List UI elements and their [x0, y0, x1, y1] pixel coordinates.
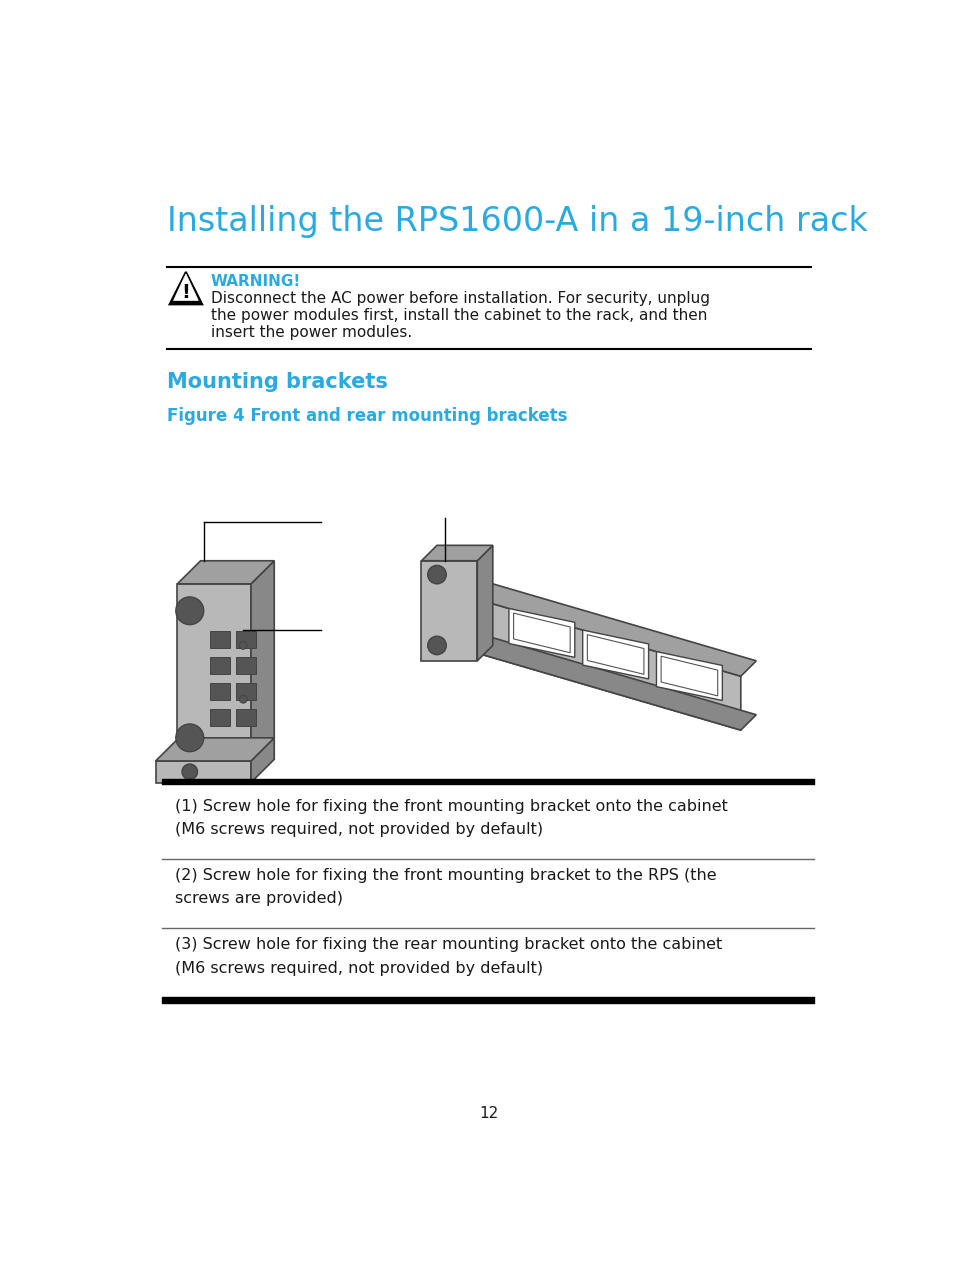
Text: Mounting brackets: Mounting brackets	[167, 373, 388, 392]
Text: !: !	[181, 282, 191, 301]
Polygon shape	[251, 738, 274, 782]
Polygon shape	[508, 608, 575, 658]
Text: Figure 4 Front and rear mounting brackets: Figure 4 Front and rear mounting bracket…	[167, 407, 567, 425]
Polygon shape	[582, 630, 648, 679]
Polygon shape	[177, 584, 251, 761]
Polygon shape	[660, 656, 717, 696]
Text: insert the power modules.: insert the power modules.	[211, 326, 412, 340]
Circle shape	[239, 696, 247, 703]
Polygon shape	[155, 738, 274, 761]
Polygon shape	[170, 272, 202, 304]
Polygon shape	[476, 584, 756, 677]
Text: (1) Screw hole for fixing the front mounting bracket onto the cabinet
(M6 screws: (1) Screw hole for fixing the front moun…	[174, 799, 727, 837]
Polygon shape	[476, 599, 740, 730]
Polygon shape	[210, 631, 230, 647]
Circle shape	[427, 636, 446, 655]
Text: WARNING!: WARNING!	[211, 275, 300, 289]
Polygon shape	[513, 613, 570, 653]
Circle shape	[175, 597, 204, 625]
Polygon shape	[236, 710, 256, 726]
Polygon shape	[210, 683, 230, 700]
Circle shape	[182, 764, 197, 780]
Circle shape	[175, 724, 204, 752]
Polygon shape	[155, 761, 251, 782]
Text: the power modules first, install the cabinet to the rack, and then: the power modules first, install the cab…	[211, 308, 706, 323]
Polygon shape	[656, 651, 721, 701]
Polygon shape	[210, 710, 230, 726]
Polygon shape	[236, 658, 256, 674]
Text: Installing the RPS1600-A in a 19-inch rack: Installing the RPS1600-A in a 19-inch ra…	[167, 205, 867, 238]
Polygon shape	[173, 273, 198, 300]
Circle shape	[239, 641, 247, 649]
Polygon shape	[236, 683, 256, 700]
Polygon shape	[251, 561, 274, 761]
Text: 12: 12	[478, 1105, 498, 1121]
Polygon shape	[476, 546, 493, 661]
Polygon shape	[587, 635, 643, 674]
Polygon shape	[210, 658, 230, 674]
Polygon shape	[177, 561, 274, 584]
Text: (2) Screw hole for fixing the front mounting bracket to the RPS (the
screws are : (2) Screw hole for fixing the front moun…	[174, 868, 716, 907]
Circle shape	[427, 565, 446, 584]
Polygon shape	[476, 637, 756, 730]
Polygon shape	[236, 631, 256, 647]
Text: Disconnect the AC power before installation. For security, unplug: Disconnect the AC power before installat…	[211, 291, 709, 307]
Polygon shape	[421, 546, 493, 561]
Polygon shape	[421, 561, 476, 661]
Text: (3) Screw hole for fixing the rear mounting bracket onto the cabinet
(M6 screws : (3) Screw hole for fixing the rear mount…	[174, 937, 721, 976]
